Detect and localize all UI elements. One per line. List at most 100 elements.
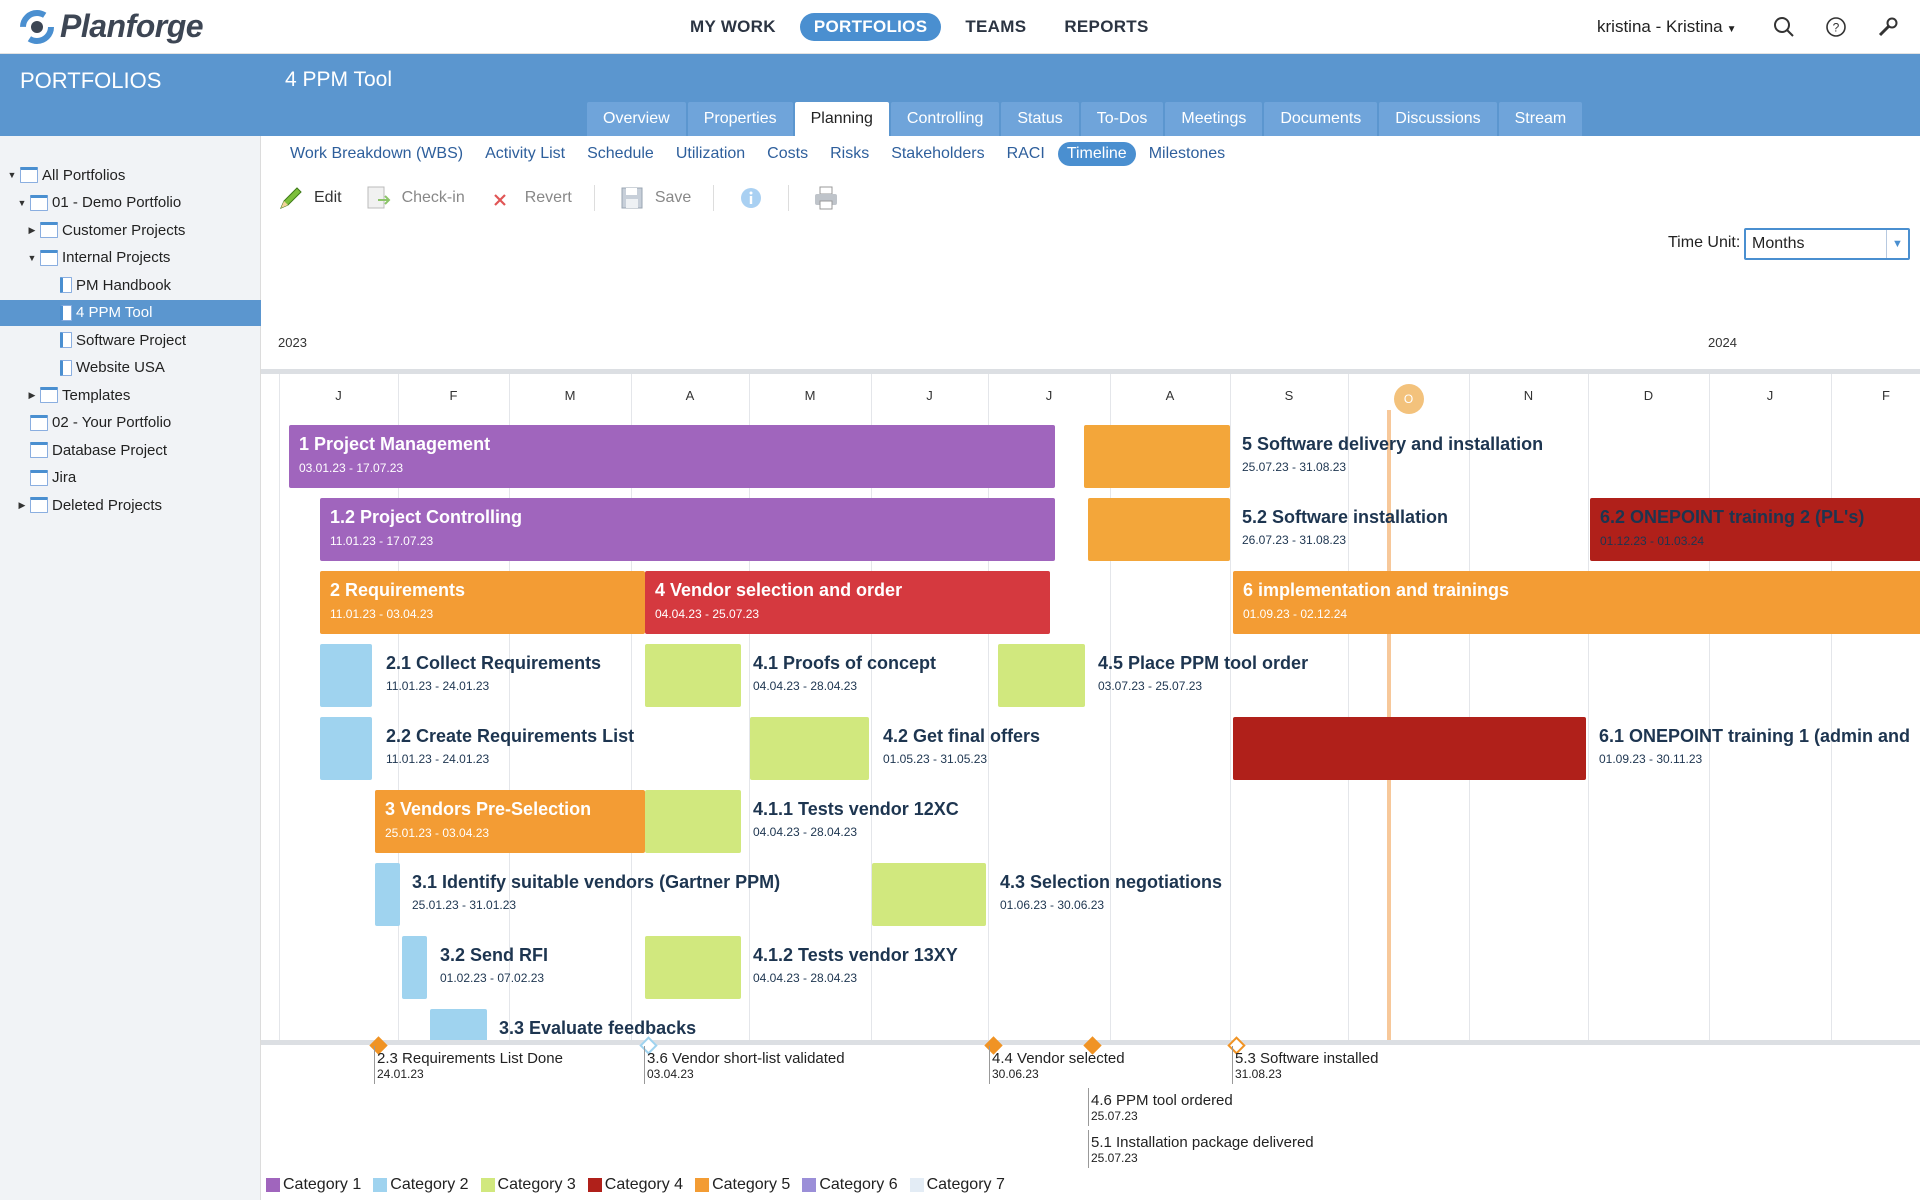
tree-item[interactable]: Website USA <box>46 355 165 381</box>
tree-item[interactable]: ▼ Internal Projects <box>26 245 171 271</box>
subnav-schedule[interactable]: Schedule <box>587 145 654 162</box>
task-bar[interactable]: 1.2 Project Controlling 11.01.23 - 17.07.… <box>320 498 1055 561</box>
save-button[interactable]: Save <box>617 183 691 213</box>
task-bar[interactable] <box>320 717 372 780</box>
task-label[interactable]: 4.3 Selection negotiations 01.06.23 - 30.… <box>1000 872 1222 912</box>
tree-item[interactable]: ▶ Deleted Projects <box>16 492 163 518</box>
timeline-chart[interactable]: J F M A M J J A S O N D J F 1 Project Management 03.01.… <box>261 374 1920 1042</box>
subnav-utilization[interactable]: Utilization <box>675 145 746 162</box>
expand-down-icon[interactable]: ▼ <box>17 197 27 208</box>
tree-item[interactable]: 02 - Your Portfolio <box>16 410 171 436</box>
tree-item[interactable]: Software Project <box>46 327 186 353</box>
tree-item[interactable]: 4 PPM Tool <box>0 299 261 326</box>
subnav-stakeholders[interactable]: Stakeholders <box>891 145 985 162</box>
task-bar[interactable] <box>645 644 741 707</box>
app-logo[interactable]: Planforge <box>20 8 204 45</box>
milestone-label[interactable]: 4.6 PPM tool ordered 25.07.23 <box>1088 1088 1233 1126</box>
tab-controlling[interactable]: Controlling <box>890 102 1000 136</box>
milestone-label[interactable]: 2.3 Requirements List Done 24.01.23 <box>374 1046 563 1084</box>
dropdown-arrow-icon[interactable]: ▼ <box>1886 230 1908 258</box>
task-bar[interactable] <box>872 863 986 926</box>
task-label[interactable]: 5 Software delivery and installation 25.0… <box>1242 434 1543 474</box>
edit-button[interactable]: Edit <box>276 183 342 213</box>
task-bar[interactable]: 6.2 ONEPOINT training 2 (PL's) 01.12.23 -… <box>1590 498 1920 561</box>
nav-my-work[interactable]: MY WORK <box>690 17 776 36</box>
tab-planning[interactable]: Planning <box>794 102 889 136</box>
task-label[interactable]: 3.2 Send RFI 01.02.23 - 07.02.23 <box>440 945 548 985</box>
tree-item[interactable]: Database Project <box>16 437 167 463</box>
task-bar[interactable] <box>320 644 372 707</box>
user-menu[interactable]: kristina - Kristina ▼ <box>1597 17 1737 37</box>
current-month-marker: O <box>1393 384 1424 414</box>
task-label[interactable]: 2.1 Collect Requirements 11.01.23 - 24.01… <box>386 653 601 693</box>
task-label[interactable]: 4.1.1 Tests vendor 12XC 04.04.23 - 28.04.… <box>753 799 959 839</box>
subnav-raci[interactable]: RACI <box>1006 145 1045 162</box>
task-label[interactable]: 6.1 ONEPOINT training 1 (admin and 01.09.… <box>1599 726 1910 766</box>
expand-down-icon[interactable]: ▼ <box>27 252 37 263</box>
tools-icon[interactable] <box>1876 15 1900 39</box>
help-icon[interactable]: ? <box>1824 15 1848 39</box>
tab-meetings[interactable]: Meetings <box>1165 102 1263 136</box>
milestone-label[interactable]: 5.1 Installation package delivered 25.07.… <box>1088 1130 1314 1168</box>
tab-documents[interactable]: Documents <box>1264 102 1378 136</box>
expand-right-icon[interactable]: ▶ <box>28 224 36 235</box>
task-bar[interactable]: 6 implementation and trainings 01.09.23 -… <box>1233 571 1920 634</box>
task-bar[interactable] <box>998 644 1085 707</box>
task-bar[interactable] <box>1088 498 1230 561</box>
task-bar[interactable] <box>645 936 741 999</box>
checkin-button[interactable]: Check-in <box>364 183 465 213</box>
tree-item[interactable]: ▶ Templates <box>26 382 131 408</box>
tree-item[interactable]: ▶ Customer Projects <box>26 217 186 243</box>
time-unit-select[interactable]: Months ▼ <box>1744 228 1910 260</box>
revert-button[interactable]: Revert <box>487 183 572 213</box>
subnav-activity-list[interactable]: Activity List <box>485 145 566 162</box>
task-bar[interactable]: 1 Project Management 03.01.23 - 17.07.23 <box>289 425 1055 488</box>
task-label[interactable]: 5.2 Software installation 26.07.23 - 31.0… <box>1242 507 1448 547</box>
task-label[interactable]: 4.1 Proofs of concept 04.04.23 - 28.04.23 <box>753 653 936 693</box>
task-bar[interactable] <box>1084 425 1230 488</box>
subnav-risks[interactable]: Risks <box>830 145 870 162</box>
tree-item[interactable]: ▼ 01 - Demo Portfolio <box>16 190 182 216</box>
expand-right-icon[interactable]: ▶ <box>28 389 36 400</box>
task-label[interactable]: 4.1.2 Tests vendor 13XY 04.04.23 - 28.04.… <box>753 945 958 985</box>
nav-teams[interactable]: TEAMS <box>965 17 1027 36</box>
task-bar[interactable]: 4 Vendor selection and order 04.04.23 - 2… <box>645 571 1050 634</box>
tree-item[interactable]: Jira <box>16 465 76 491</box>
task-bar[interactable] <box>1233 717 1586 780</box>
info-button[interactable] <box>736 183 766 213</box>
tab-stream[interactable]: Stream <box>1498 102 1583 136</box>
subnav-timeline[interactable]: Timeline <box>1057 142 1136 166</box>
tab-overview[interactable]: Overview <box>587 102 686 136</box>
task-bar[interactable] <box>402 936 427 999</box>
subnav-wbs[interactable]: Work Breakdown (WBS) <box>290 145 464 162</box>
task-bar[interactable] <box>750 717 869 780</box>
task-label[interactable]: 4.2 Get final offers 01.05.23 - 31.05.23 <box>883 726 1040 766</box>
task-label[interactable]: 2.2 Create Requirements List 11.01.23 - 2… <box>386 726 634 766</box>
tab-discussions[interactable]: Discussions <box>1379 102 1497 136</box>
tab-properties[interactable]: Properties <box>687 102 793 136</box>
expand-right-icon[interactable]: ▶ <box>18 499 26 510</box>
expand-down-icon[interactable]: ▼ <box>7 170 17 180</box>
task-label[interactable]: 3.1 Identify suitable vendors (Gartner P… <box>412 872 780 912</box>
task-bar[interactable] <box>645 790 741 853</box>
tree-item[interactable]: ▼ All Portfolios <box>6 162 126 188</box>
milestone-label[interactable]: 3.6 Vendor short-list validated 03.04.23 <box>644 1046 845 1084</box>
nav-portfolios[interactable]: PORTFOLIOS <box>799 13 942 41</box>
print-button[interactable] <box>811 183 841 213</box>
nav-reports[interactable]: REPORTS <box>1064 17 1149 36</box>
tree-item[interactable]: PM Handbook <box>46 272 171 298</box>
milestone-label[interactable]: 5.3 Software installed 31.08.23 <box>1232 1046 1378 1084</box>
task-label[interactable]: 4.5 Place PPM tool order 03.07.23 - 25.07… <box>1098 653 1308 693</box>
task-bar[interactable]: 2 Requirements 11.01.23 - 03.04.23 <box>320 571 645 634</box>
subnav-milestones[interactable]: Milestones <box>1148 145 1226 162</box>
milestone-label[interactable]: 4.4 Vendor selected 30.06.23 <box>989 1046 1125 1084</box>
task-bar[interactable] <box>430 1009 487 1042</box>
tab-todos[interactable]: To-Dos <box>1080 102 1164 136</box>
task-bar[interactable]: 3 Vendors Pre-Selection 25.01.23 - 03.04.… <box>375 790 645 853</box>
subnav-costs[interactable]: Costs <box>767 145 809 162</box>
search-icon[interactable] <box>1772 15 1796 39</box>
task-label[interactable]: 3.3 Evaluate feedbacks <box>499 1018 696 1042</box>
timeline-scale-bar[interactable] <box>261 369 1920 374</box>
task-bar[interactable] <box>375 863 400 926</box>
tab-status[interactable]: Status <box>1001 102 1079 136</box>
